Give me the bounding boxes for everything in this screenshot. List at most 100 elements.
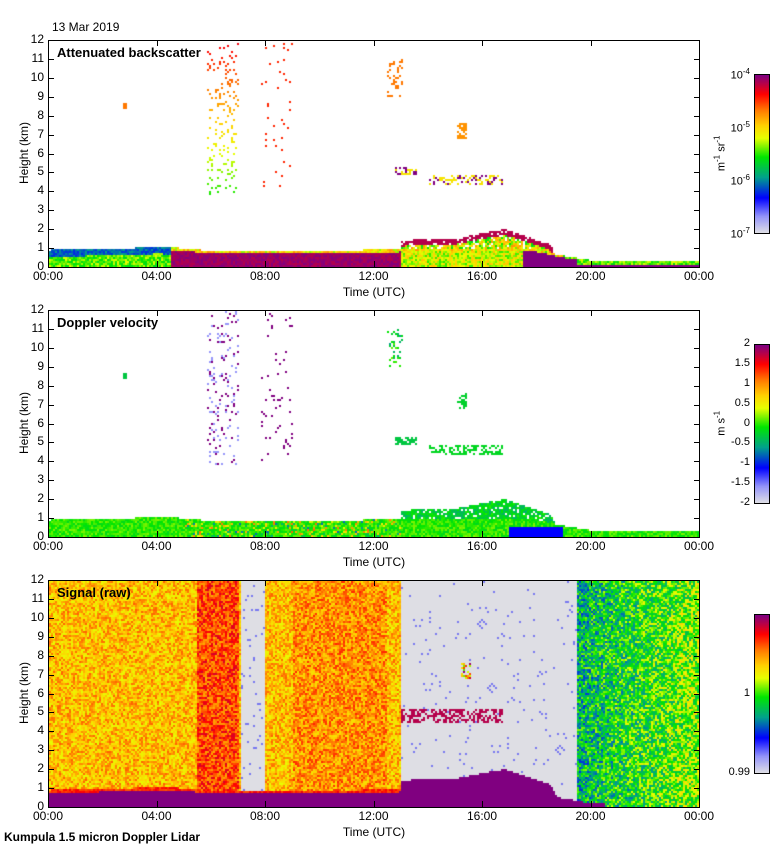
backscatter-plot-area: Attenuated backscatter [48, 40, 700, 268]
backscatter-ytick-mark [48, 134, 54, 136]
backscatter-ytick-label: 10 [30, 69, 44, 84]
backscatter-ytick-mark [694, 172, 700, 174]
backscatter-xtick-mark [482, 261, 483, 267]
velocity-colorbar-tick: 2 [743, 337, 750, 349]
backscatter-ytick-mark [48, 40, 54, 41]
backscatter-xtick-mark [48, 40, 49, 46]
velocity-ytick-label: 1 [37, 510, 44, 525]
signal-ytick-mark [694, 693, 700, 695]
signal-ytick-mark [48, 769, 54, 771]
velocity-ytick-mark [694, 347, 700, 349]
signal-xtick-label: 08:00 [249, 809, 281, 823]
velocity-colorbar-tick: -1.5 [731, 476, 750, 489]
velocity-colorbar-tick: -1 [740, 456, 750, 469]
backscatter-ytick-mark [694, 77, 700, 79]
signal-ytick-mark [48, 807, 54, 808]
signal-ytick-label: 10 [30, 609, 44, 624]
signal-ytick-mark [694, 655, 700, 657]
signal-xtick-label: 00:00 [683, 809, 715, 823]
signal-xtick-mark [265, 580, 266, 586]
velocity-ytick-mark [48, 442, 54, 444]
signal-ytick-mark [694, 769, 700, 771]
backscatter-ytick-mark [694, 191, 700, 193]
signal-ytick-mark [694, 731, 700, 733]
signal-xtick-mark [373, 801, 375, 807]
velocity-colorbar-tick: -2 [740, 496, 750, 508]
signal-xtick-mark [48, 580, 49, 586]
signal-xtick-mark [590, 580, 592, 586]
backscatter-xtick-mark [373, 261, 375, 267]
backscatter-ytick-mark [48, 115, 54, 117]
backscatter-ytick-label: 12 [30, 32, 44, 46]
signal-colorbar [754, 614, 770, 774]
velocity-ytick-label: 3 [37, 472, 44, 487]
velocity-ytick-label: 0 [37, 529, 44, 543]
signal-colorbar-tick: 1 [743, 686, 750, 699]
backscatter-ytick-label: 9 [37, 88, 44, 103]
velocity-ytick-mark [694, 518, 700, 520]
velocity-xtick-label: 12:00 [358, 539, 389, 553]
velocity-xtick-mark [265, 531, 266, 537]
signal-xtick-label: 04:00 [141, 809, 172, 823]
signal-ytick-mark [694, 750, 700, 752]
velocity-xtick-mark [156, 310, 158, 316]
backscatter-xtick-mark [590, 40, 592, 46]
backscatter-ytick-label: 0 [37, 259, 44, 273]
signal-xtick-label: 00:00 [32, 809, 64, 823]
signal-xtick-label: 16:00 [466, 809, 498, 823]
velocity-ytick-mark [48, 385, 54, 387]
backscatter-xtick-mark [156, 40, 158, 46]
velocity-colorbar-tick: 1 [743, 376, 750, 389]
backscatter-ytick-mark [48, 229, 54, 231]
signal-ytick-label: 8 [37, 647, 44, 662]
signal-xtick-mark [156, 801, 158, 807]
velocity-ytick-mark [694, 537, 700, 538]
velocity-ytick-mark [48, 461, 54, 463]
backscatter-colorbar-tick: 10-4 [730, 67, 750, 82]
velocity-ytick-mark [48, 518, 54, 520]
signal-ytick-label: 7 [37, 666, 44, 681]
velocity-ytick-mark [48, 347, 54, 349]
signal-colorbar-tick: 0.99 [728, 766, 750, 778]
signal-ytick-mark [48, 731, 54, 733]
signal-ytick-mark [694, 807, 700, 808]
backscatter-ytick-mark [694, 115, 700, 117]
velocity-ytick-label: 10 [30, 339, 44, 354]
backscatter-ytick-mark [48, 96, 54, 98]
velocity-colorbar-unit: m s-1 [712, 410, 728, 436]
signal-ytick-mark [694, 674, 700, 676]
velocity-xtick-label: 04:00 [141, 539, 172, 553]
backscatter-colorbar-tick: 10-7 [730, 226, 750, 241]
signal-heatmap [49, 581, 699, 807]
backscatter-ytick-label: 6 [37, 145, 44, 160]
signal-ytick-label: 11 [31, 590, 44, 605]
backscatter-ytick-label: 8 [37, 107, 44, 122]
velocity-ytick-mark [694, 499, 700, 501]
signal-xtick-mark [373, 580, 375, 586]
signal-ytick-mark [694, 598, 700, 600]
backscatter-heatmap [49, 41, 699, 267]
velocity-ytick-label: 12 [30, 302, 44, 316]
velocity-ytick-label: 7 [37, 396, 44, 411]
backscatter-ytick-label: 5 [37, 164, 44, 179]
velocity-ytick-label: 6 [37, 415, 44, 430]
signal-plot-area: Signal (raw) [48, 580, 700, 808]
backscatter-colorbar [754, 74, 770, 234]
velocity-ytick-label: 4 [37, 453, 44, 468]
velocity-ytick-mark [694, 385, 700, 387]
backscatter-title: Attenuated backscatter [57, 45, 201, 60]
backscatter-ytick-label: 2 [37, 221, 44, 236]
velocity-ytick-mark [694, 442, 700, 444]
velocity-xtick-label: 00:00 [32, 539, 64, 553]
signal-ytick-label: 6 [37, 685, 44, 700]
signal-xtick-mark [699, 801, 700, 807]
signal-xtick-label: 12:00 [358, 809, 389, 823]
velocity-ytick-label: 2 [37, 491, 44, 506]
signal-ytick-mark [694, 580, 700, 581]
velocity-yaxis-label: Height (km) [17, 392, 31, 455]
signal-ytick-mark [48, 598, 54, 600]
velocity-xtick-mark [48, 531, 49, 537]
backscatter-ytick-mark [48, 248, 54, 250]
velocity-ytick-mark [48, 480, 54, 482]
velocity-xtick-label: 00:00 [683, 539, 715, 553]
